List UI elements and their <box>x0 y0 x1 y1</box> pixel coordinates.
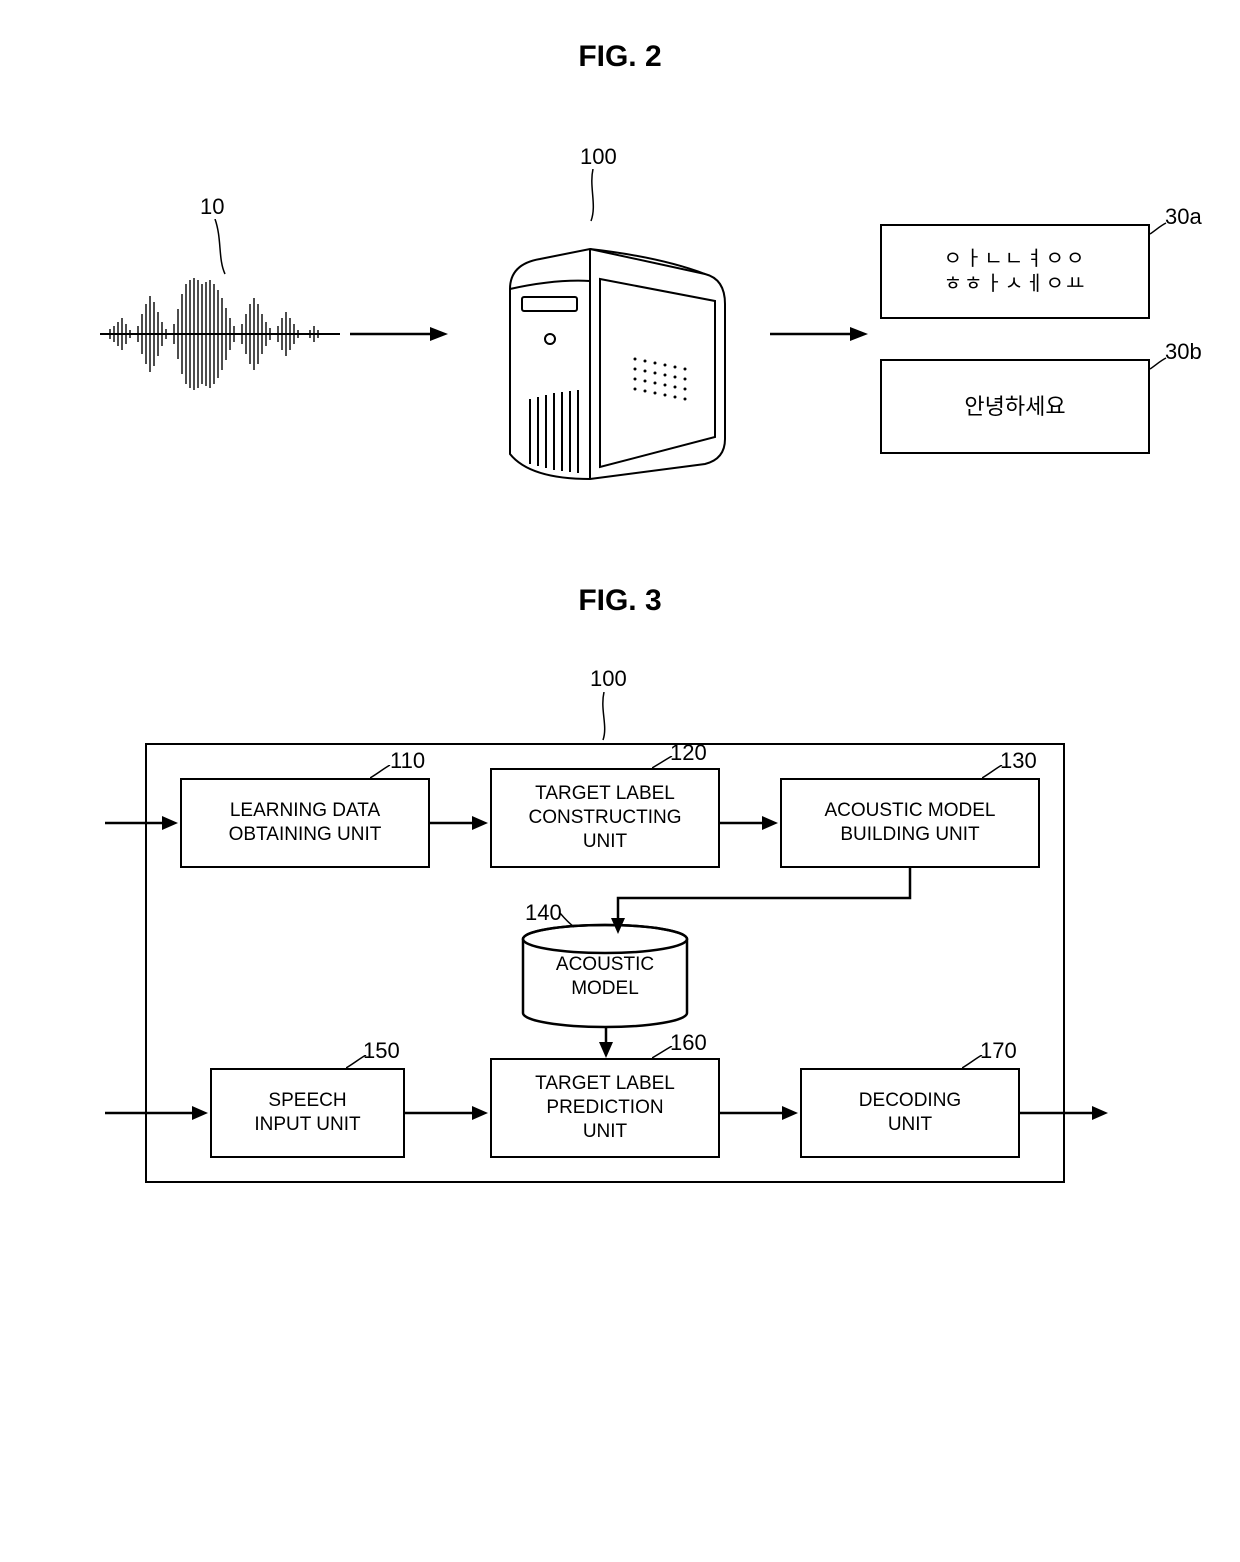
leader-170 <box>962 1055 984 1070</box>
node-140-label: ACOUSTIC MODEL <box>520 953 690 1001</box>
leader-120 <box>652 756 674 770</box>
leader-160 <box>652 1046 674 1060</box>
node-130: ACOUSTIC MODEL BUILDING UNIT <box>780 778 1040 868</box>
ref-label-30b: 30b <box>1165 339 1202 365</box>
arrow-140-160 <box>596 1028 616 1060</box>
leader-150 <box>346 1055 368 1070</box>
leader-130 <box>982 765 1004 780</box>
figure-2: 10 <box>60 104 1180 524</box>
arrow-wave-to-computer <box>350 324 450 344</box>
computer-tower-icon <box>460 219 760 489</box>
node-150: SPEECH INPUT UNIT <box>210 1068 405 1158</box>
leader-100-fig2 <box>585 169 605 224</box>
leader-110 <box>370 765 392 780</box>
ref-label-130: 130 <box>1000 748 1037 774</box>
node-110: LEARNING DATA OBTAINING UNIT <box>180 778 430 868</box>
leader-30a <box>1150 222 1170 240</box>
figure-3: 100 LEARNING DATA OBTAINING UNIT 110 TAR… <box>60 648 1180 1208</box>
ref-label-140: 140 <box>525 900 562 926</box>
ref-label-110: 110 <box>390 748 425 774</box>
node-120: TARGET LABEL CONSTRUCTING UNIT <box>490 768 720 868</box>
speech-waveform-icon <box>100 274 340 394</box>
ref-label-120: 120 <box>670 740 707 766</box>
ref-label-150: 150 <box>363 1038 400 1064</box>
arrow-150-160 <box>405 1103 490 1123</box>
arrow-130-140 <box>600 868 920 938</box>
arrow-computer-to-output <box>770 324 870 344</box>
output-box-30b: 안녕하세요 <box>880 359 1150 454</box>
ref-label-170: 170 <box>980 1038 1017 1064</box>
arrow-110-120 <box>430 813 490 833</box>
arrow-170-out <box>1020 1103 1110 1123</box>
arrow-in-150 <box>105 1103 210 1123</box>
node-170: DECODING UNIT <box>800 1068 1020 1158</box>
arrow-in-110 <box>105 813 180 833</box>
ref-label-30a: 30a <box>1165 204 1202 230</box>
leader-140 <box>560 913 578 929</box>
fig3-title: FIG. 3 <box>60 584 1180 618</box>
ref-label-100-fig3: 100 <box>590 666 627 692</box>
leader-100-fig3 <box>598 692 614 742</box>
ref-label-10: 10 <box>200 194 224 220</box>
arrow-120-130 <box>720 813 780 833</box>
output-box-30a: ㅇㅏㄴㄴㅕㅇㅇ ㅎㅎㅏㅅㅔㅇㅛ <box>880 224 1150 319</box>
arrow-160-170 <box>720 1103 800 1123</box>
ref-label-100-fig2: 100 <box>580 144 617 170</box>
ref-label-160: 160 <box>670 1030 707 1056</box>
leader-10 <box>210 219 240 279</box>
node-160: TARGET LABEL PREDICTION UNIT <box>490 1058 720 1158</box>
leader-30b <box>1150 357 1170 375</box>
fig2-title: FIG. 2 <box>60 40 1180 74</box>
